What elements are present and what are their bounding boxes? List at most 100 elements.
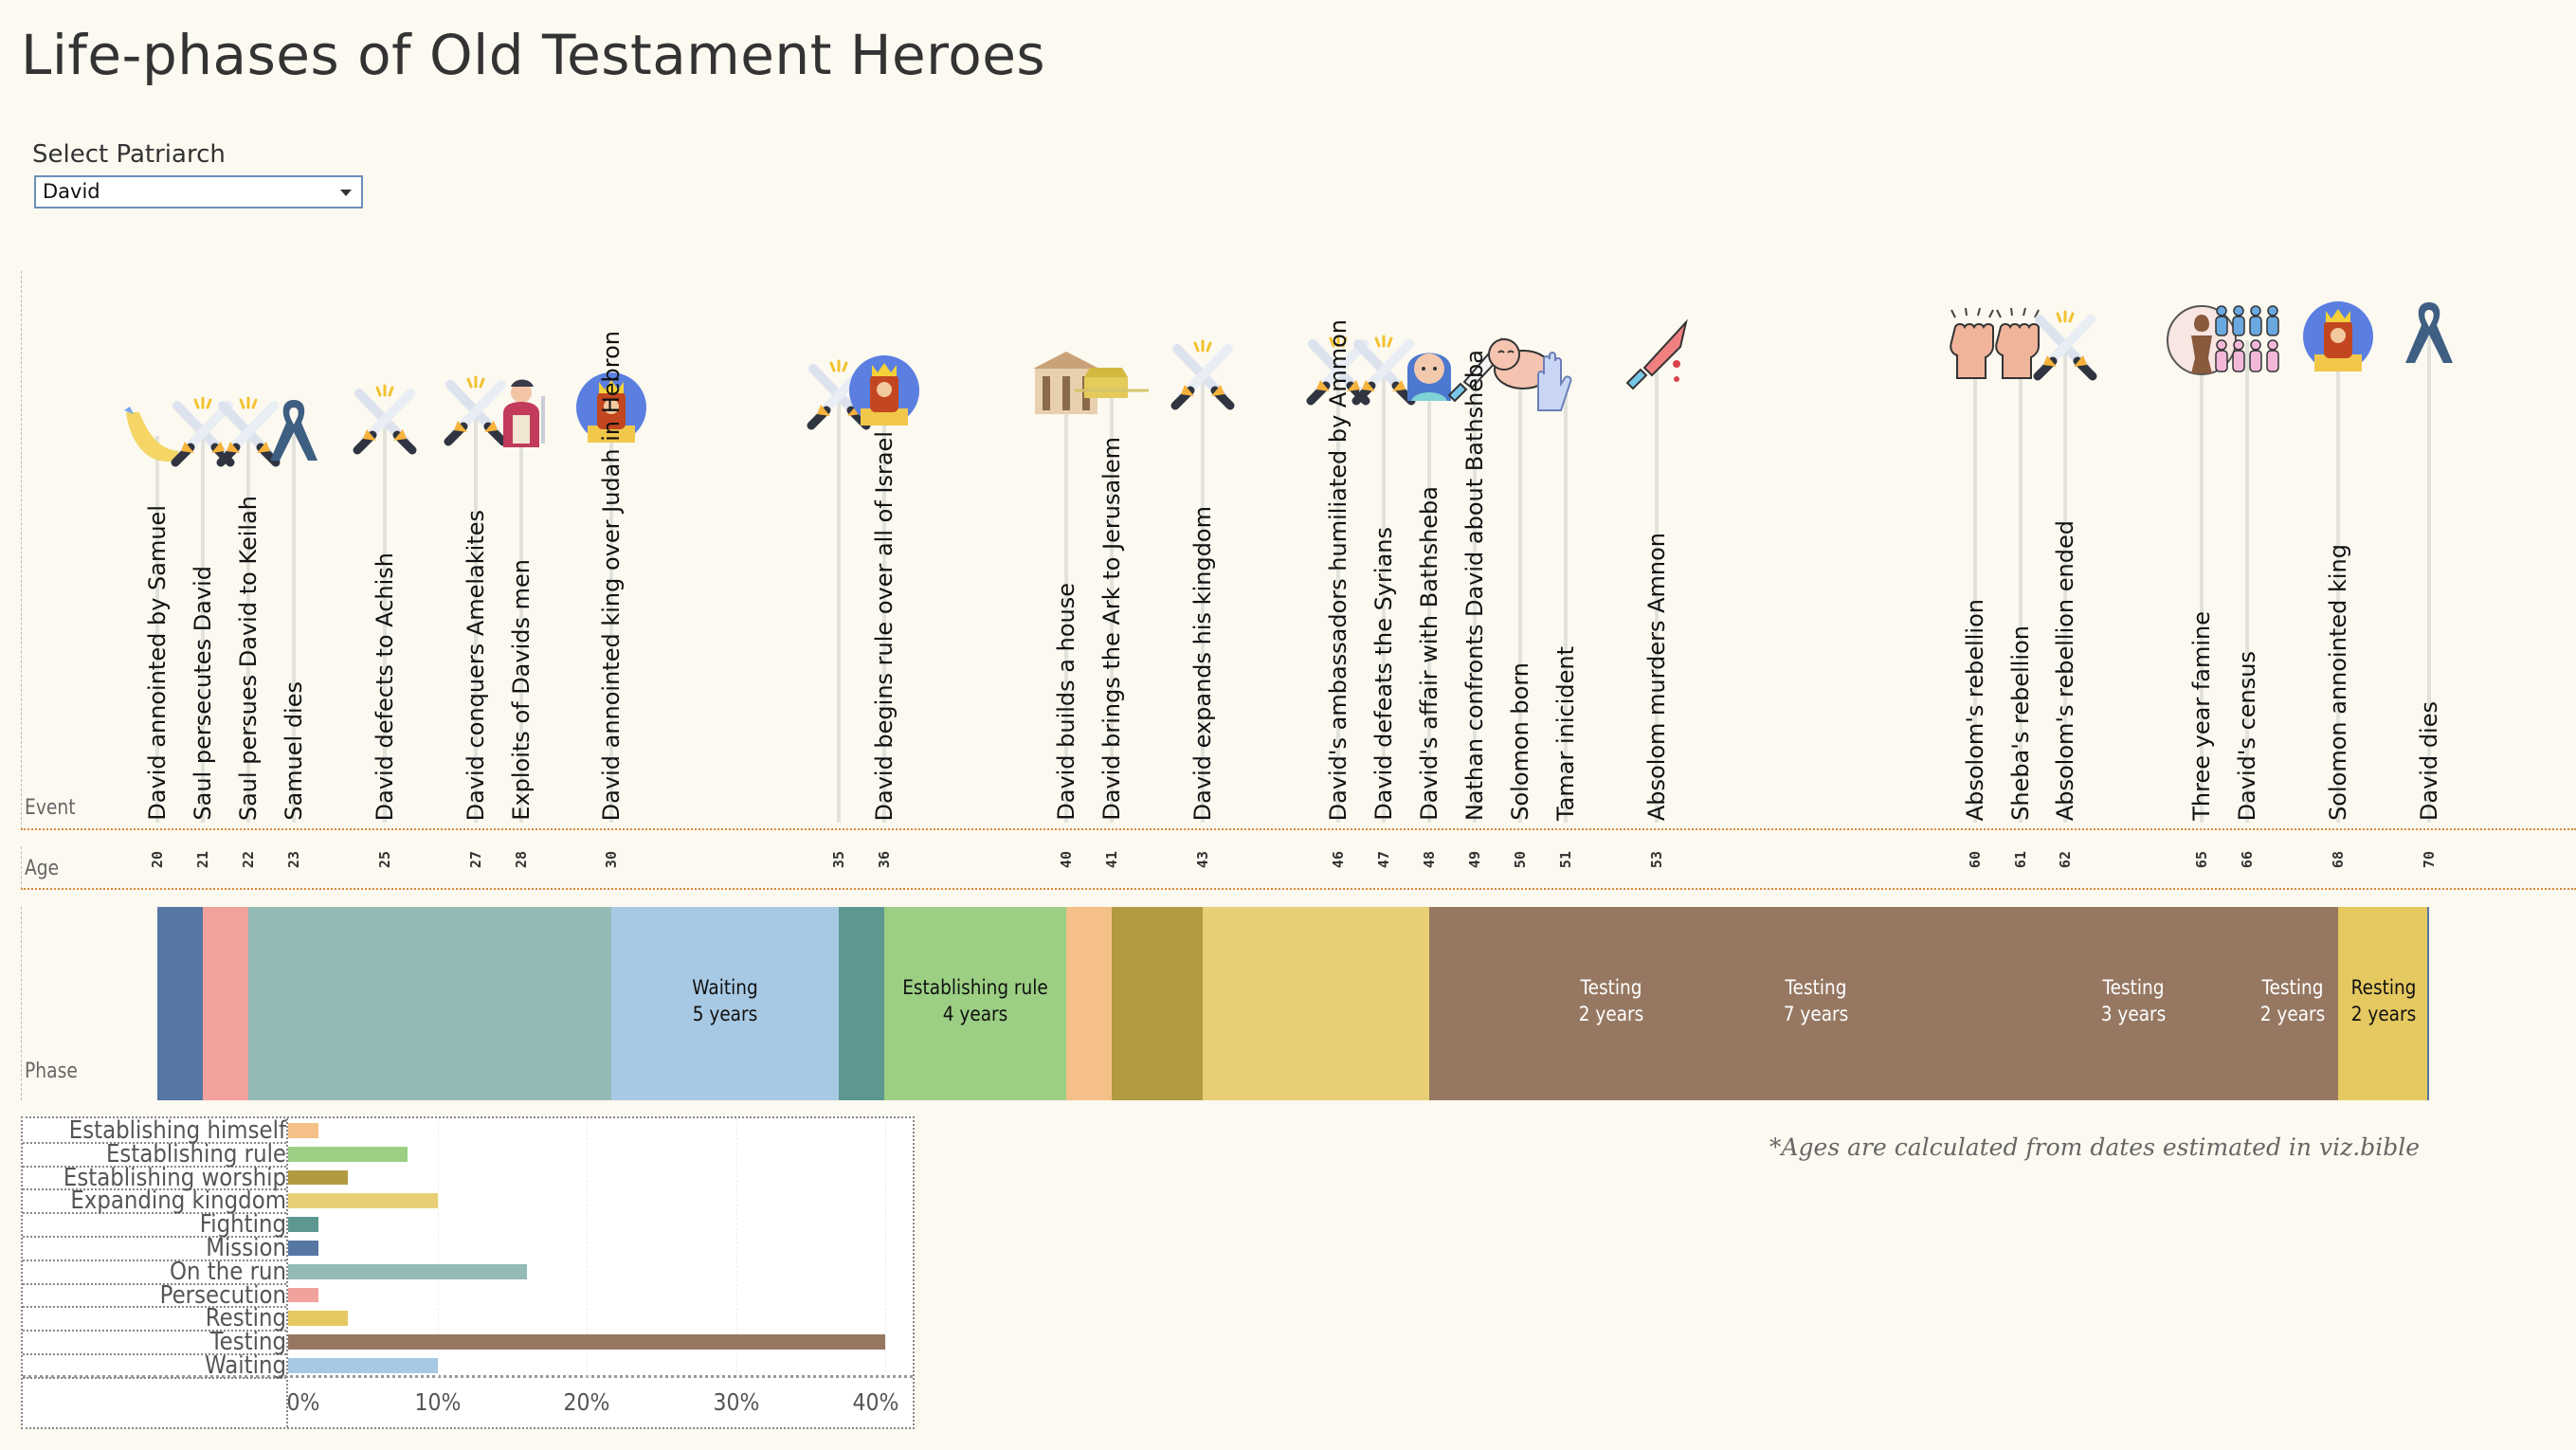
- event-stem: [1564, 377, 1569, 823]
- age-tick-label: 35: [830, 851, 848, 869]
- event-label: David defeats the Syrians: [1370, 527, 1398, 821]
- phase-segment[interactable]: [1566, 907, 1658, 1100]
- event-stem: [2200, 340, 2204, 823]
- x-tick-label: 40%: [852, 1388, 899, 1416]
- event-stem: [882, 390, 887, 823]
- king-icon: [847, 353, 921, 427]
- phase-segment[interactable]: [2065, 907, 2203, 1100]
- event-stem: [291, 431, 296, 823]
- bar[interactable]: [288, 1169, 348, 1186]
- phase-segment[interactable]: [202, 907, 249, 1100]
- phase-panel-border: [21, 907, 22, 1100]
- event-label: Absolom murders Amnon: [1643, 532, 1671, 821]
- phase-segment[interactable]: [1202, 907, 1430, 1100]
- event-stem: [2245, 340, 2250, 823]
- age-tick-label: 27: [466, 851, 484, 869]
- event-label: Samuel dies: [280, 681, 307, 821]
- phase-duration: 3 years: [2101, 1003, 2167, 1025]
- phase-segment[interactable]: [2338, 907, 2430, 1100]
- phase-name: Testing: [1785, 976, 1847, 999]
- age-tick-label: 40: [1057, 851, 1075, 869]
- event-stem: [1473, 370, 1478, 823]
- bar[interactable]: [288, 1263, 527, 1279]
- bar-row: [23, 1330, 286, 1355]
- ark-icon: [1074, 349, 1149, 423]
- event-label: David begins rule over all of Israel: [871, 430, 898, 821]
- event-label: Saul persecutes David: [189, 566, 216, 821]
- phase-segment[interactable]: [1657, 907, 1976, 1100]
- event-label: Solomon annointed king: [2325, 544, 2352, 821]
- event-stem: [1518, 361, 1523, 823]
- bar[interactable]: [288, 1358, 438, 1373]
- bar-category-label: Persecution: [159, 1280, 286, 1310]
- phase-name: Resting: [2350, 976, 2417, 999]
- crossed-swords-icon: [348, 382, 422, 456]
- bar-row: [23, 1236, 286, 1261]
- gridline: [587, 1118, 588, 1377]
- age-tick-label: 30: [603, 851, 621, 869]
- bar[interactable]: [288, 1123, 318, 1138]
- gridline: [735, 1118, 737, 1377]
- phase-segment[interactable]: [247, 907, 612, 1100]
- phase-segment[interactable]: [884, 907, 1067, 1100]
- bar[interactable]: [288, 1334, 885, 1350]
- phase-segment[interactable]: [2247, 907, 2339, 1100]
- bar[interactable]: [288, 1287, 318, 1303]
- event-stem: [473, 410, 478, 823]
- phase-duration: 5 years: [692, 1003, 758, 1025]
- age-tick-label: 66: [2239, 851, 2257, 869]
- phase-segment[interactable]: [1974, 907, 2066, 1100]
- phase-name: Waiting: [692, 976, 758, 999]
- event-stem: [837, 394, 842, 823]
- bar-category-label: Testing: [209, 1328, 286, 1357]
- bar-row: [23, 1306, 286, 1332]
- age-tick-label: 62: [2057, 851, 2075, 869]
- phase-duration: 2 years: [2350, 1003, 2417, 1025]
- phase-segment[interactable]: [1065, 907, 1113, 1100]
- patriarch-select-value: David: [43, 180, 100, 203]
- phase-segment[interactable]: [839, 907, 885, 1100]
- phase-segment[interactable]: [2202, 907, 2248, 1100]
- phase-segment[interactable]: [1111, 907, 1204, 1100]
- bar[interactable]: [288, 1311, 348, 1327]
- event-stem: [609, 408, 614, 823]
- gridline: [885, 1118, 886, 1377]
- age-tick-label: 49: [1466, 851, 1484, 869]
- phase-segment[interactable]: [611, 907, 840, 1100]
- x-tick-label: 0%: [286, 1388, 320, 1416]
- phase-duration: 4 years: [942, 1003, 1008, 1025]
- chevron-down-icon: [340, 190, 352, 196]
- bar[interactable]: [288, 1217, 318, 1232]
- event-label: Saul persues David to Keilah: [234, 495, 262, 821]
- age-tick-label: 51: [1557, 851, 1575, 869]
- patriarch-select[interactable]: David: [34, 175, 363, 208]
- phase-segment-label: Testing 2 years: [2260, 974, 2325, 1027]
- people-icon: [2210, 303, 2284, 377]
- bar[interactable]: [288, 1241, 318, 1256]
- horn-icon: [120, 399, 194, 473]
- phase-segment-label: Resting 2 years: [2351, 974, 2417, 1027]
- phase-segment-label: Establishing rule 4 years: [902, 974, 1047, 1027]
- phase-bar-end-marker: [2427, 907, 2429, 1100]
- age-tick-label: 50: [1512, 851, 1530, 869]
- phase-segment[interactable]: [1429, 907, 1567, 1100]
- bar[interactable]: [288, 1146, 408, 1162]
- age-tick-label: 28: [512, 851, 530, 869]
- crossed-swords-icon: [211, 394, 285, 468]
- event-row-label: Event: [25, 796, 76, 820]
- bar-category-label: Fighting: [199, 1210, 286, 1240]
- age-tick-label: 48: [1421, 851, 1439, 869]
- event-panel-divider: [21, 828, 2576, 830]
- phase-name: Establishing rule: [902, 976, 1048, 999]
- king-icon: [574, 371, 648, 444]
- bar-category-label: Mission: [206, 1234, 286, 1262]
- ribbon-icon: [257, 394, 331, 468]
- phase-segment[interactable]: [157, 907, 204, 1100]
- patriarch-filter-label: Select Patriarch: [32, 140, 226, 169]
- event-panel-border: [21, 271, 22, 829]
- phase-segment-label: Testing 3 years: [2101, 974, 2166, 1027]
- bar[interactable]: [288, 1193, 438, 1209]
- age-tick-label: 41: [1102, 851, 1120, 869]
- event-stem: [518, 414, 523, 823]
- age-panel-border: [21, 846, 22, 889]
